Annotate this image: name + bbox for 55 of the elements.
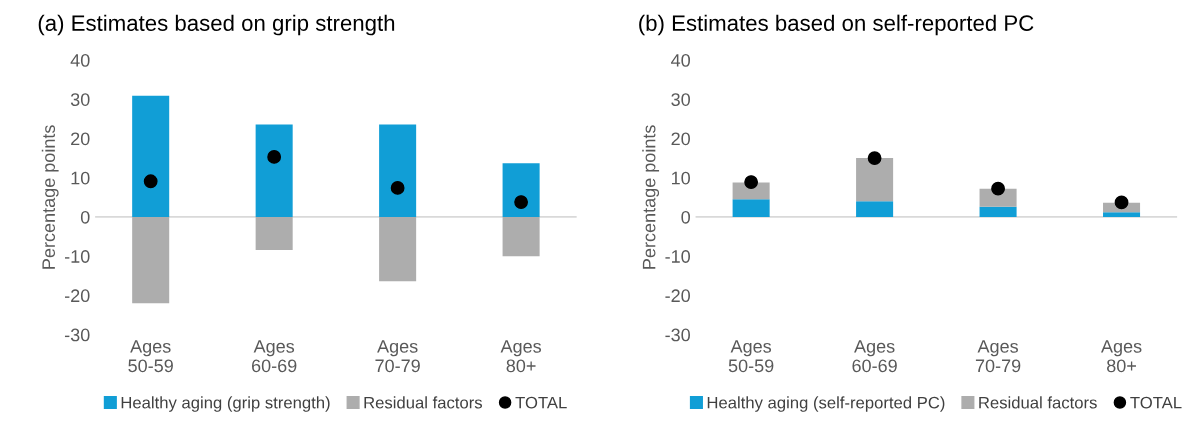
bar — [255, 124, 293, 217]
legend-label: Residual factors — [979, 396, 1097, 409]
bar — [502, 163, 540, 217]
x-tick-label: Ages 60-69 — [251, 340, 297, 373]
y-tick-label: 20 — [671, 132, 690, 146]
x-tick-label: Ages 70-79 — [375, 340, 420, 373]
y-tick-label: -20 — [665, 289, 690, 303]
chart-title: (b) Estimates based on self-reported PC — [639, 14, 1034, 36]
bar — [979, 206, 1017, 217]
y-tick-label: -30 — [64, 328, 90, 342]
bar — [856, 201, 894, 217]
y-tick-label: 40 — [671, 53, 690, 67]
bar — [379, 124, 417, 217]
legend-label: TOTAL — [515, 396, 567, 409]
point — [267, 150, 282, 164]
y-axis-title: Percentage points — [41, 125, 59, 269]
x-tick-label: Ages 60-69 — [852, 340, 897, 373]
y-tick-label: 0 — [80, 210, 90, 224]
legend-label: Residual factors — [364, 396, 483, 409]
y-tick-label: 20 — [71, 132, 90, 146]
x-tick-label: Ages 80+ — [1101, 340, 1142, 373]
y-tick-label: 30 — [70, 93, 90, 106]
bar — [132, 216, 170, 304]
point — [1114, 195, 1129, 210]
bar — [732, 199, 770, 217]
y-tick-label: 30 — [671, 93, 690, 106]
bar — [132, 95, 170, 217]
chart-title: (a) Estimates based on grip strength — [38, 14, 395, 36]
point — [744, 175, 759, 189]
x-tick-label: Ages 50-59 — [128, 340, 173, 373]
y-tick-label: 0 — [681, 210, 690, 224]
point — [390, 181, 405, 195]
y-tick-label: 10 — [71, 171, 90, 185]
y-tick-label: 10 — [672, 171, 690, 185]
legend-label: Healthy aging (self-reported PC) — [707, 396, 945, 412]
point — [143, 174, 158, 189]
x-tick-label: Ages 80+ — [500, 340, 542, 373]
bar — [502, 216, 540, 257]
bar — [379, 216, 417, 282]
y-tick-label: -10 — [64, 250, 90, 263]
y-tick-label: -10 — [665, 250, 690, 263]
bar — [856, 158, 894, 202]
point — [991, 181, 1005, 196]
y-tick-label: -20 — [64, 289, 90, 303]
bar — [1103, 212, 1141, 217]
y-axis-title: Percentage points — [642, 125, 660, 269]
legend-label: Healthy aging (grip strength) — [121, 396, 330, 412]
x-tick-label: Ages 50-59 — [728, 340, 774, 373]
y-tick-label: 40 — [70, 53, 90, 67]
point — [867, 151, 882, 166]
bar — [255, 216, 293, 250]
point — [514, 195, 529, 209]
y-tick-label: -30 — [665, 328, 690, 342]
x-tick-label: Ages 70-79 — [975, 340, 1021, 373]
legend-label: TOTAL — [1130, 396, 1182, 409]
